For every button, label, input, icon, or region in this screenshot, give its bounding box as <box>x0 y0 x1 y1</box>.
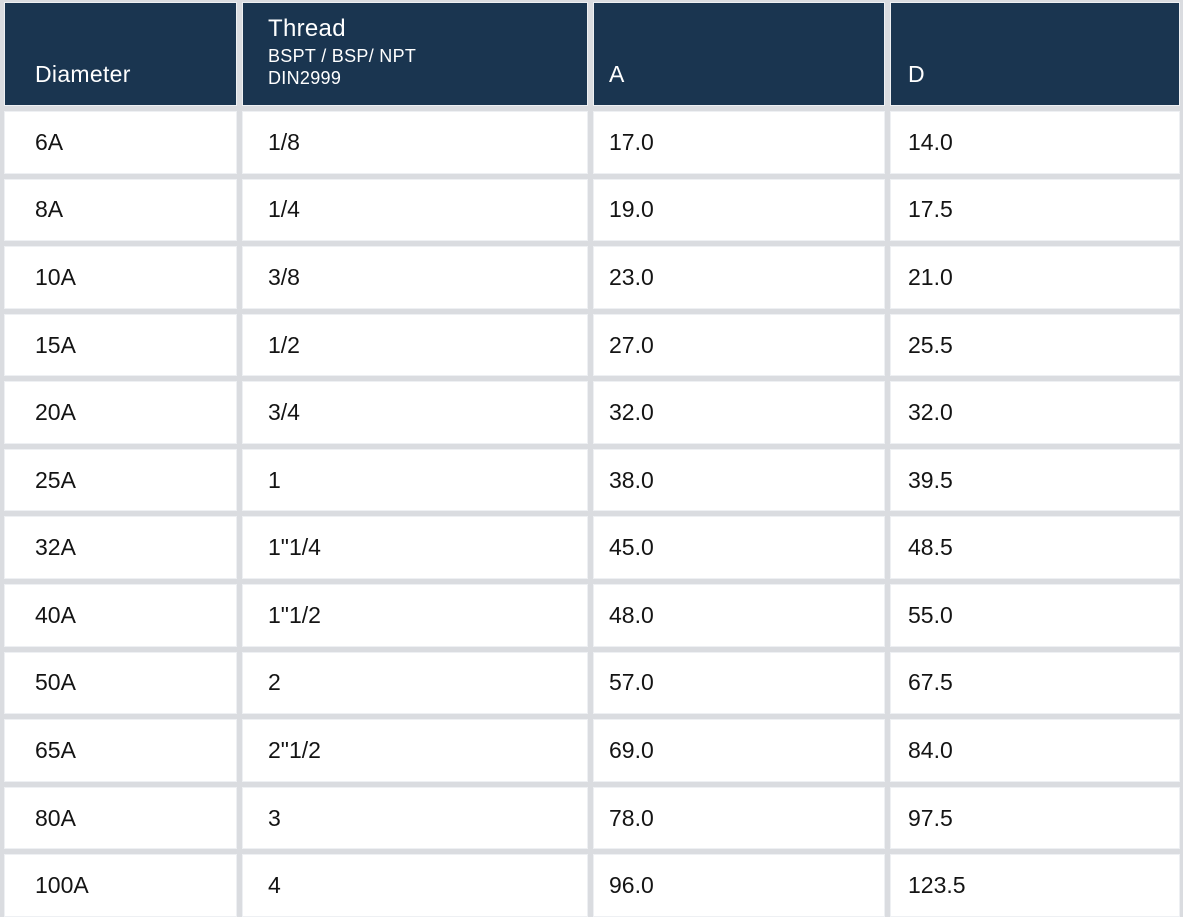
table-cell-thread: 3/4 <box>242 381 588 444</box>
table-cell-diameter: 25A <box>4 448 237 512</box>
table-cell-thread: 1/2 <box>242 313 588 377</box>
table-cell-d: 32.0 <box>890 381 1180 444</box>
table-cell-thread: 3/8 <box>242 246 588 309</box>
table-cell-d: 67.5 <box>890 651 1180 715</box>
table-cell-d: 123.5 <box>890 854 1180 917</box>
table-cell-thread: 4 <box>242 854 588 917</box>
table-cell-d: 55.0 <box>890 584 1180 647</box>
table-cell-d: 17.5 <box>890 178 1180 242</box>
column-header-label: D <box>908 61 925 87</box>
table-cell-diameter: 20A <box>4 381 237 444</box>
table-cell-diameter: 50A <box>4 651 237 715</box>
column-header-label: Diameter <box>35 61 131 87</box>
table-cell-a: 27.0 <box>593 313 885 377</box>
table-cell-d: 84.0 <box>890 719 1180 782</box>
table-cell-thread: 1"1/2 <box>242 584 588 647</box>
table-cell-diameter: 65A <box>4 719 237 782</box>
table-cell-a: 69.0 <box>593 719 885 782</box>
column-header-diameter: Diameter <box>4 2 237 106</box>
table-cell-diameter: 6A <box>4 111 237 174</box>
table-cell-a: 19.0 <box>593 178 885 242</box>
table-cell-diameter: 100A <box>4 854 237 917</box>
column-header-d: D <box>890 2 1180 106</box>
column-header-label: Thread <box>268 15 346 42</box>
table-cell-d: 97.5 <box>890 786 1180 850</box>
table-cell-thread: 2"1/2 <box>242 719 588 782</box>
table-cell-d: 25.5 <box>890 313 1180 377</box>
table-cell-a: 38.0 <box>593 448 885 512</box>
table-cell-diameter: 32A <box>4 516 237 580</box>
table-cell-thread: 2 <box>242 651 588 715</box>
table-cell-thread: 1 <box>242 448 588 512</box>
column-header-a: A <box>593 2 885 106</box>
table-cell-thread: 1/8 <box>242 111 588 174</box>
column-header-sublabel: DIN2999 <box>268 68 342 88</box>
table-cell-a: 57.0 <box>593 651 885 715</box>
table-cell-diameter: 15A <box>4 313 237 377</box>
table-cell-a: 48.0 <box>593 584 885 647</box>
table-cell-diameter: 10A <box>4 246 237 309</box>
table-cell-a: 96.0 <box>593 854 885 917</box>
table-cell-a: 32.0 <box>593 381 885 444</box>
table-cell-diameter: 80A <box>4 786 237 850</box>
table-cell-a: 78.0 <box>593 786 885 850</box>
table-cell-a: 45.0 <box>593 516 885 580</box>
table-cell-a: 17.0 <box>593 111 885 174</box>
column-header-sublabel: BSPT / BSP/ NPT <box>268 46 417 66</box>
table-cell-d: 48.5 <box>890 516 1180 580</box>
table-cell-thread: 3 <box>242 786 588 850</box>
table-cell-diameter: 8A <box>4 178 237 242</box>
column-header-thread: Thread BSPT / BSP/ NPT DIN2999 <box>242 2 588 106</box>
table-cell-d: 39.5 <box>890 448 1180 512</box>
table-cell-d: 14.0 <box>890 111 1180 174</box>
table-cell-thread: 1"1/4 <box>242 516 588 580</box>
table-cell-d: 21.0 <box>890 246 1180 309</box>
table-cell-thread: 1/4 <box>242 178 588 242</box>
table-cell-diameter: 40A <box>4 584 237 647</box>
column-header-label: A <box>609 61 625 87</box>
table-cell-a: 23.0 <box>593 246 885 309</box>
